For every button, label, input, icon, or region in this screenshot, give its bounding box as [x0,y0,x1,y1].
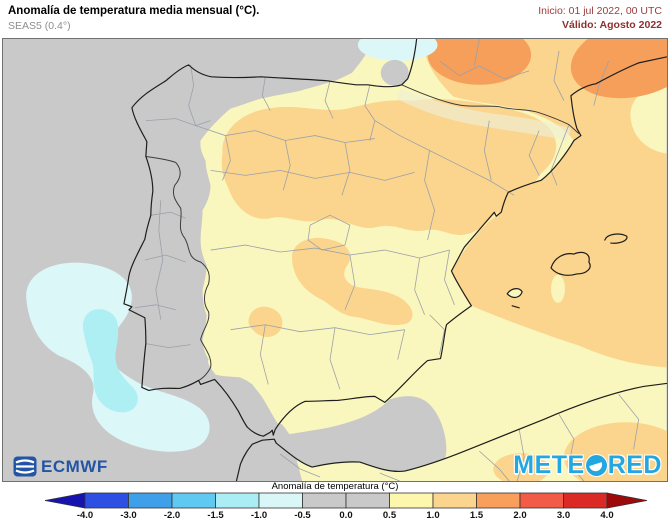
coast-formentera [511,305,520,309]
coast-mallorca [550,251,591,276]
warm-anomaly-yellow-bite-east [630,85,667,154]
cool-anomaly-blob-outer [26,262,210,452]
meteored-text-right: RED [607,451,662,479]
neutral-patch-landes [380,59,409,86]
yellow-streak-ibiza [551,274,565,303]
colorbar-tick-label: 2.0 [513,510,527,521]
meteored-text-left: METE [513,451,585,479]
basemap-svg [3,39,667,481]
coastlines [123,39,667,481]
model-subtitle: SEAS5 (0.4°) [8,20,71,32]
colorbar-tick-label: 0.5 [382,510,397,521]
colorbar-tick-label: 3.0 [556,510,571,521]
colorbar-tick-label: -3.0 [120,510,137,521]
colorbar-tick-label: -1.0 [250,510,268,521]
hot-anomaly-blob-france-west [427,39,532,85]
colorbar-tick-label: 1.0 [426,510,440,521]
map-title: Anomalía de temperatura media mensual (°… [8,5,260,17]
colorbar-tick-label: -2.0 [163,510,181,521]
coast-menorca [604,233,628,244]
ecmwf-logo-text: ECMWF [41,456,108,476]
valid-time-label: Válido: Agosto 2022 [562,19,662,31]
warm-anomaly-blob-central [292,237,413,326]
colorbar-tick-label: -4.0 [76,510,94,521]
warm-anomaly-blob-southwest [248,306,283,337]
colorbar-tick-label: -1.5 [207,510,224,521]
neutral-region-alboran-sea [235,396,447,481]
init-time-label: Inicio: 01 jul 2022, 00 UTC [538,5,662,17]
warm-anomaly-blob-north-meseta [221,99,557,236]
meteored-logo: METE RED [513,451,662,480]
colorbar-tick-label: 1.5 [469,510,484,521]
country-borders [145,84,580,381]
cool-anomaly-blob-inner [82,309,138,413]
anomaly-map: ECMWF METE RED [2,38,668,482]
border-spain-france [401,84,580,134]
meteored-o-icon [585,455,607,476]
pyrenees-terrain-band [396,88,571,141]
ecmwf-globe-icon [13,456,37,477]
border-spain-portugal [145,155,212,381]
hot-anomaly-blob-france-east [570,39,667,99]
coast-iberia-france [123,39,667,437]
coast-north-africa [235,382,667,481]
province-borders [134,39,640,481]
warm-anomaly-region-mediterranean-france [421,39,667,368]
colorbar [44,492,648,509]
colorbar-tick-label: 0.0 [339,510,353,521]
colorbar-tick-label: 4.0 [600,510,614,521]
ecmwf-logo: ECMWF [13,456,108,477]
colorbar-tick-label: -0.5 [294,510,311,521]
cool-anomaly-patch-biscay [357,39,438,61]
coast-ibiza [506,288,523,299]
colorbar-title: Anomalía de temperatura (°C) [271,481,399,492]
